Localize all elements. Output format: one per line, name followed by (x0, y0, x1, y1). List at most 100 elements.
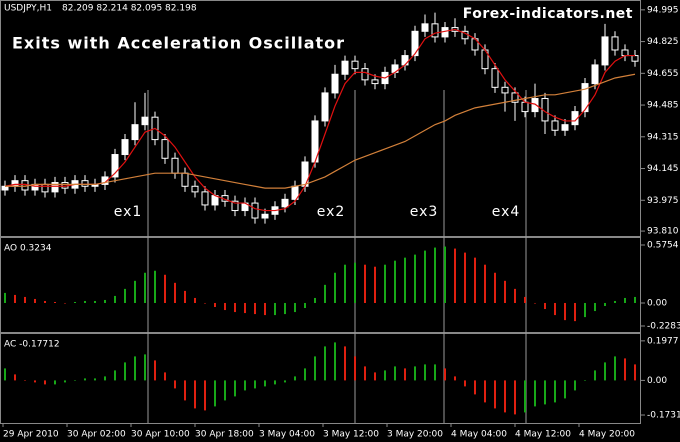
ao-panel-frame (0, 237, 641, 333)
chart-title: Exits with Acceleration Oscillator (12, 34, 345, 53)
candle-body (111, 154, 119, 178)
candle-body (41, 183, 49, 193)
symbol: USDJPY,H1 (4, 4, 52, 14)
histogram-bar (284, 380, 286, 383)
candle-body (521, 101, 529, 113)
histogram-bar (454, 248, 456, 303)
histogram-bar (394, 260, 396, 303)
histogram-bar (254, 302, 256, 315)
histogram-bar (624, 297, 626, 303)
exit-label: ex1 (114, 204, 143, 220)
histogram-bar (44, 300, 46, 303)
histogram-bar (584, 302, 586, 318)
candle-body (371, 79, 379, 85)
histogram-bar (594, 302, 596, 312)
histogram-bar (314, 356, 316, 381)
candle-body (201, 191, 209, 206)
y-tick-label: 94.995 (647, 5, 679, 15)
histogram-bar (614, 356, 616, 381)
x-tick-label: 4 May 04:00 (451, 430, 507, 440)
candle-body (611, 36, 619, 51)
candle-body (421, 23, 429, 32)
y-tick-label: -0.2283 (647, 321, 680, 331)
histogram-bar (274, 380, 276, 385)
histogram-bar (504, 380, 506, 413)
x-tick-label: 3 May 04:00 (259, 430, 315, 440)
x-tick-label: 4 May 20:00 (579, 430, 635, 440)
histogram-bar (634, 296, 636, 303)
histogram-bar (244, 380, 246, 391)
histogram-bar (134, 280, 136, 303)
candle-body (81, 180, 89, 187)
histogram-bar (144, 354, 146, 381)
candle-body (331, 73, 339, 94)
histogram-bar (184, 380, 186, 401)
histogram-bar (514, 288, 516, 303)
x-tick-label: 29 Apr 2010 (3, 430, 59, 440)
histogram-bar (14, 374, 16, 381)
candle-body (341, 60, 349, 75)
candle-body (491, 68, 499, 88)
histogram-bar (544, 302, 546, 310)
histogram-bar (274, 302, 276, 316)
candle-body (361, 68, 369, 81)
histogram-bar (254, 380, 256, 389)
histogram-bar (554, 380, 556, 403)
histogram-bar (44, 380, 46, 385)
y-tick-label: 0.00 (647, 376, 667, 386)
histogram-bar (474, 380, 476, 395)
histogram-bar (594, 370, 596, 381)
histogram-bar (324, 346, 326, 381)
histogram-bar (104, 299, 106, 303)
y-tick-label: 94.315 (647, 132, 679, 142)
histogram-bar (424, 364, 426, 381)
histogram-bar (54, 380, 56, 385)
candle-body (51, 182, 59, 193)
moving-average (5, 73, 636, 189)
histogram-bar (534, 302, 536, 304)
candle-body (551, 120, 559, 131)
histogram-bar (234, 380, 236, 397)
x-tick-label: 30 Apr 18:00 (195, 430, 254, 440)
histogram-bar (494, 272, 496, 303)
histogram-bar (234, 302, 236, 313)
y-tick-label: 94.655 (647, 69, 679, 79)
candle-body (161, 139, 169, 159)
histogram-bar (474, 257, 476, 303)
histogram-bar (104, 376, 106, 381)
candle-body (261, 213, 269, 219)
histogram-bar (24, 296, 26, 303)
exit-label: ex4 (492, 204, 521, 220)
histogram-bar (174, 282, 176, 303)
histogram-bar (574, 380, 576, 391)
candle-body (431, 23, 439, 38)
histogram-bar (344, 346, 346, 381)
histogram-bar (124, 362, 126, 381)
exit-label: ex3 (410, 204, 439, 220)
histogram-bar (284, 302, 286, 315)
histogram-bar (394, 366, 396, 381)
histogram-bar (74, 380, 76, 381)
x-tick-label: 3 May 12:00 (323, 430, 379, 440)
histogram-bar (134, 356, 136, 381)
histogram-bar (464, 252, 466, 303)
candle-body (511, 92, 519, 103)
histogram-bar (424, 250, 426, 303)
histogram-bar (214, 380, 216, 407)
x-tick-label: 30 Apr 02:00 (67, 430, 126, 440)
histogram-bar (294, 302, 296, 313)
candle-body (581, 83, 589, 113)
x-tick-label: 3 May 20:00 (387, 430, 443, 440)
histogram-bar (614, 300, 616, 303)
histogram-bar (334, 272, 336, 303)
candle-body (561, 124, 569, 131)
candle-body (121, 139, 129, 156)
histogram-bar (384, 370, 386, 381)
histogram-bar (64, 302, 66, 304)
histogram-bar (264, 380, 266, 387)
histogram-bar (634, 364, 636, 381)
histogram-bar (354, 262, 356, 303)
histogram-bar (544, 380, 546, 405)
histogram-bar (304, 302, 306, 309)
